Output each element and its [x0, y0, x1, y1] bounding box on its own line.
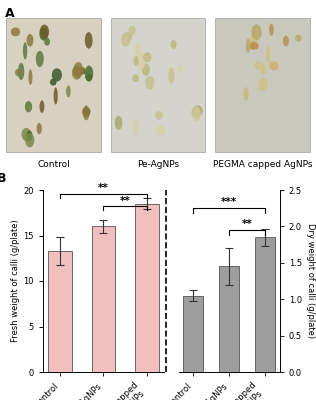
Ellipse shape	[191, 108, 198, 118]
Ellipse shape	[260, 63, 266, 76]
Ellipse shape	[133, 56, 139, 66]
Ellipse shape	[66, 86, 71, 98]
Ellipse shape	[269, 61, 279, 70]
Ellipse shape	[86, 74, 92, 81]
Ellipse shape	[143, 52, 152, 62]
Text: **: **	[98, 183, 109, 193]
Ellipse shape	[129, 26, 136, 35]
Y-axis label: Dry weight of calli (g/plate): Dry weight of calli (g/plate)	[306, 224, 315, 338]
Ellipse shape	[83, 106, 89, 120]
Ellipse shape	[40, 100, 45, 113]
Ellipse shape	[269, 24, 274, 36]
Ellipse shape	[15, 69, 20, 76]
Ellipse shape	[145, 76, 155, 90]
Ellipse shape	[21, 128, 31, 141]
Ellipse shape	[155, 111, 163, 120]
Ellipse shape	[28, 69, 33, 85]
Ellipse shape	[258, 78, 268, 91]
Text: **: **	[120, 196, 131, 206]
Ellipse shape	[122, 32, 132, 42]
Bar	[48, 251, 72, 372]
Ellipse shape	[36, 51, 44, 67]
Bar	[183, 296, 203, 372]
Ellipse shape	[50, 79, 57, 86]
Ellipse shape	[283, 36, 289, 46]
Bar	[255, 237, 275, 372]
Ellipse shape	[136, 54, 145, 70]
Ellipse shape	[80, 67, 86, 74]
Ellipse shape	[243, 87, 249, 100]
Ellipse shape	[178, 64, 182, 73]
Ellipse shape	[254, 61, 260, 70]
Bar	[111, 18, 205, 152]
Ellipse shape	[192, 105, 203, 116]
Ellipse shape	[73, 62, 83, 77]
Ellipse shape	[54, 88, 58, 104]
Bar	[215, 18, 310, 152]
Ellipse shape	[52, 68, 62, 82]
Ellipse shape	[37, 123, 42, 134]
Ellipse shape	[72, 66, 82, 80]
Text: Pe-AgNPs: Pe-AgNPs	[137, 160, 179, 169]
Ellipse shape	[142, 64, 150, 76]
Bar	[135, 204, 159, 372]
Bar	[6, 18, 101, 152]
Ellipse shape	[25, 101, 32, 112]
Ellipse shape	[23, 42, 27, 59]
Ellipse shape	[40, 24, 49, 39]
Ellipse shape	[249, 42, 259, 50]
Ellipse shape	[40, 28, 48, 41]
Ellipse shape	[115, 116, 122, 130]
Y-axis label: Fresh weight of calli (g/plate): Fresh weight of calli (g/plate)	[11, 220, 20, 342]
Ellipse shape	[85, 32, 93, 49]
Ellipse shape	[252, 24, 262, 40]
Ellipse shape	[11, 28, 20, 36]
Ellipse shape	[132, 74, 139, 82]
Ellipse shape	[121, 33, 131, 47]
Ellipse shape	[266, 46, 270, 63]
Ellipse shape	[295, 35, 301, 42]
Ellipse shape	[168, 67, 174, 84]
Ellipse shape	[27, 130, 33, 141]
Bar	[219, 266, 239, 372]
Text: **: **	[242, 219, 252, 229]
Ellipse shape	[134, 42, 141, 59]
Ellipse shape	[85, 66, 93, 82]
Ellipse shape	[250, 33, 258, 48]
Ellipse shape	[192, 106, 201, 121]
Ellipse shape	[25, 133, 34, 148]
Ellipse shape	[18, 63, 24, 80]
Ellipse shape	[133, 119, 139, 136]
Ellipse shape	[82, 107, 90, 117]
Ellipse shape	[27, 34, 33, 47]
Ellipse shape	[246, 38, 251, 53]
Ellipse shape	[250, 41, 256, 50]
Text: A: A	[5, 7, 14, 20]
Text: Control: Control	[37, 160, 70, 169]
Bar	[92, 226, 115, 372]
Ellipse shape	[44, 38, 50, 46]
Text: B: B	[0, 172, 6, 185]
Text: PEGMA capped AgNPs: PEGMA capped AgNPs	[213, 160, 312, 169]
Text: ***: ***	[221, 198, 237, 208]
Ellipse shape	[171, 40, 177, 49]
Ellipse shape	[156, 126, 166, 136]
